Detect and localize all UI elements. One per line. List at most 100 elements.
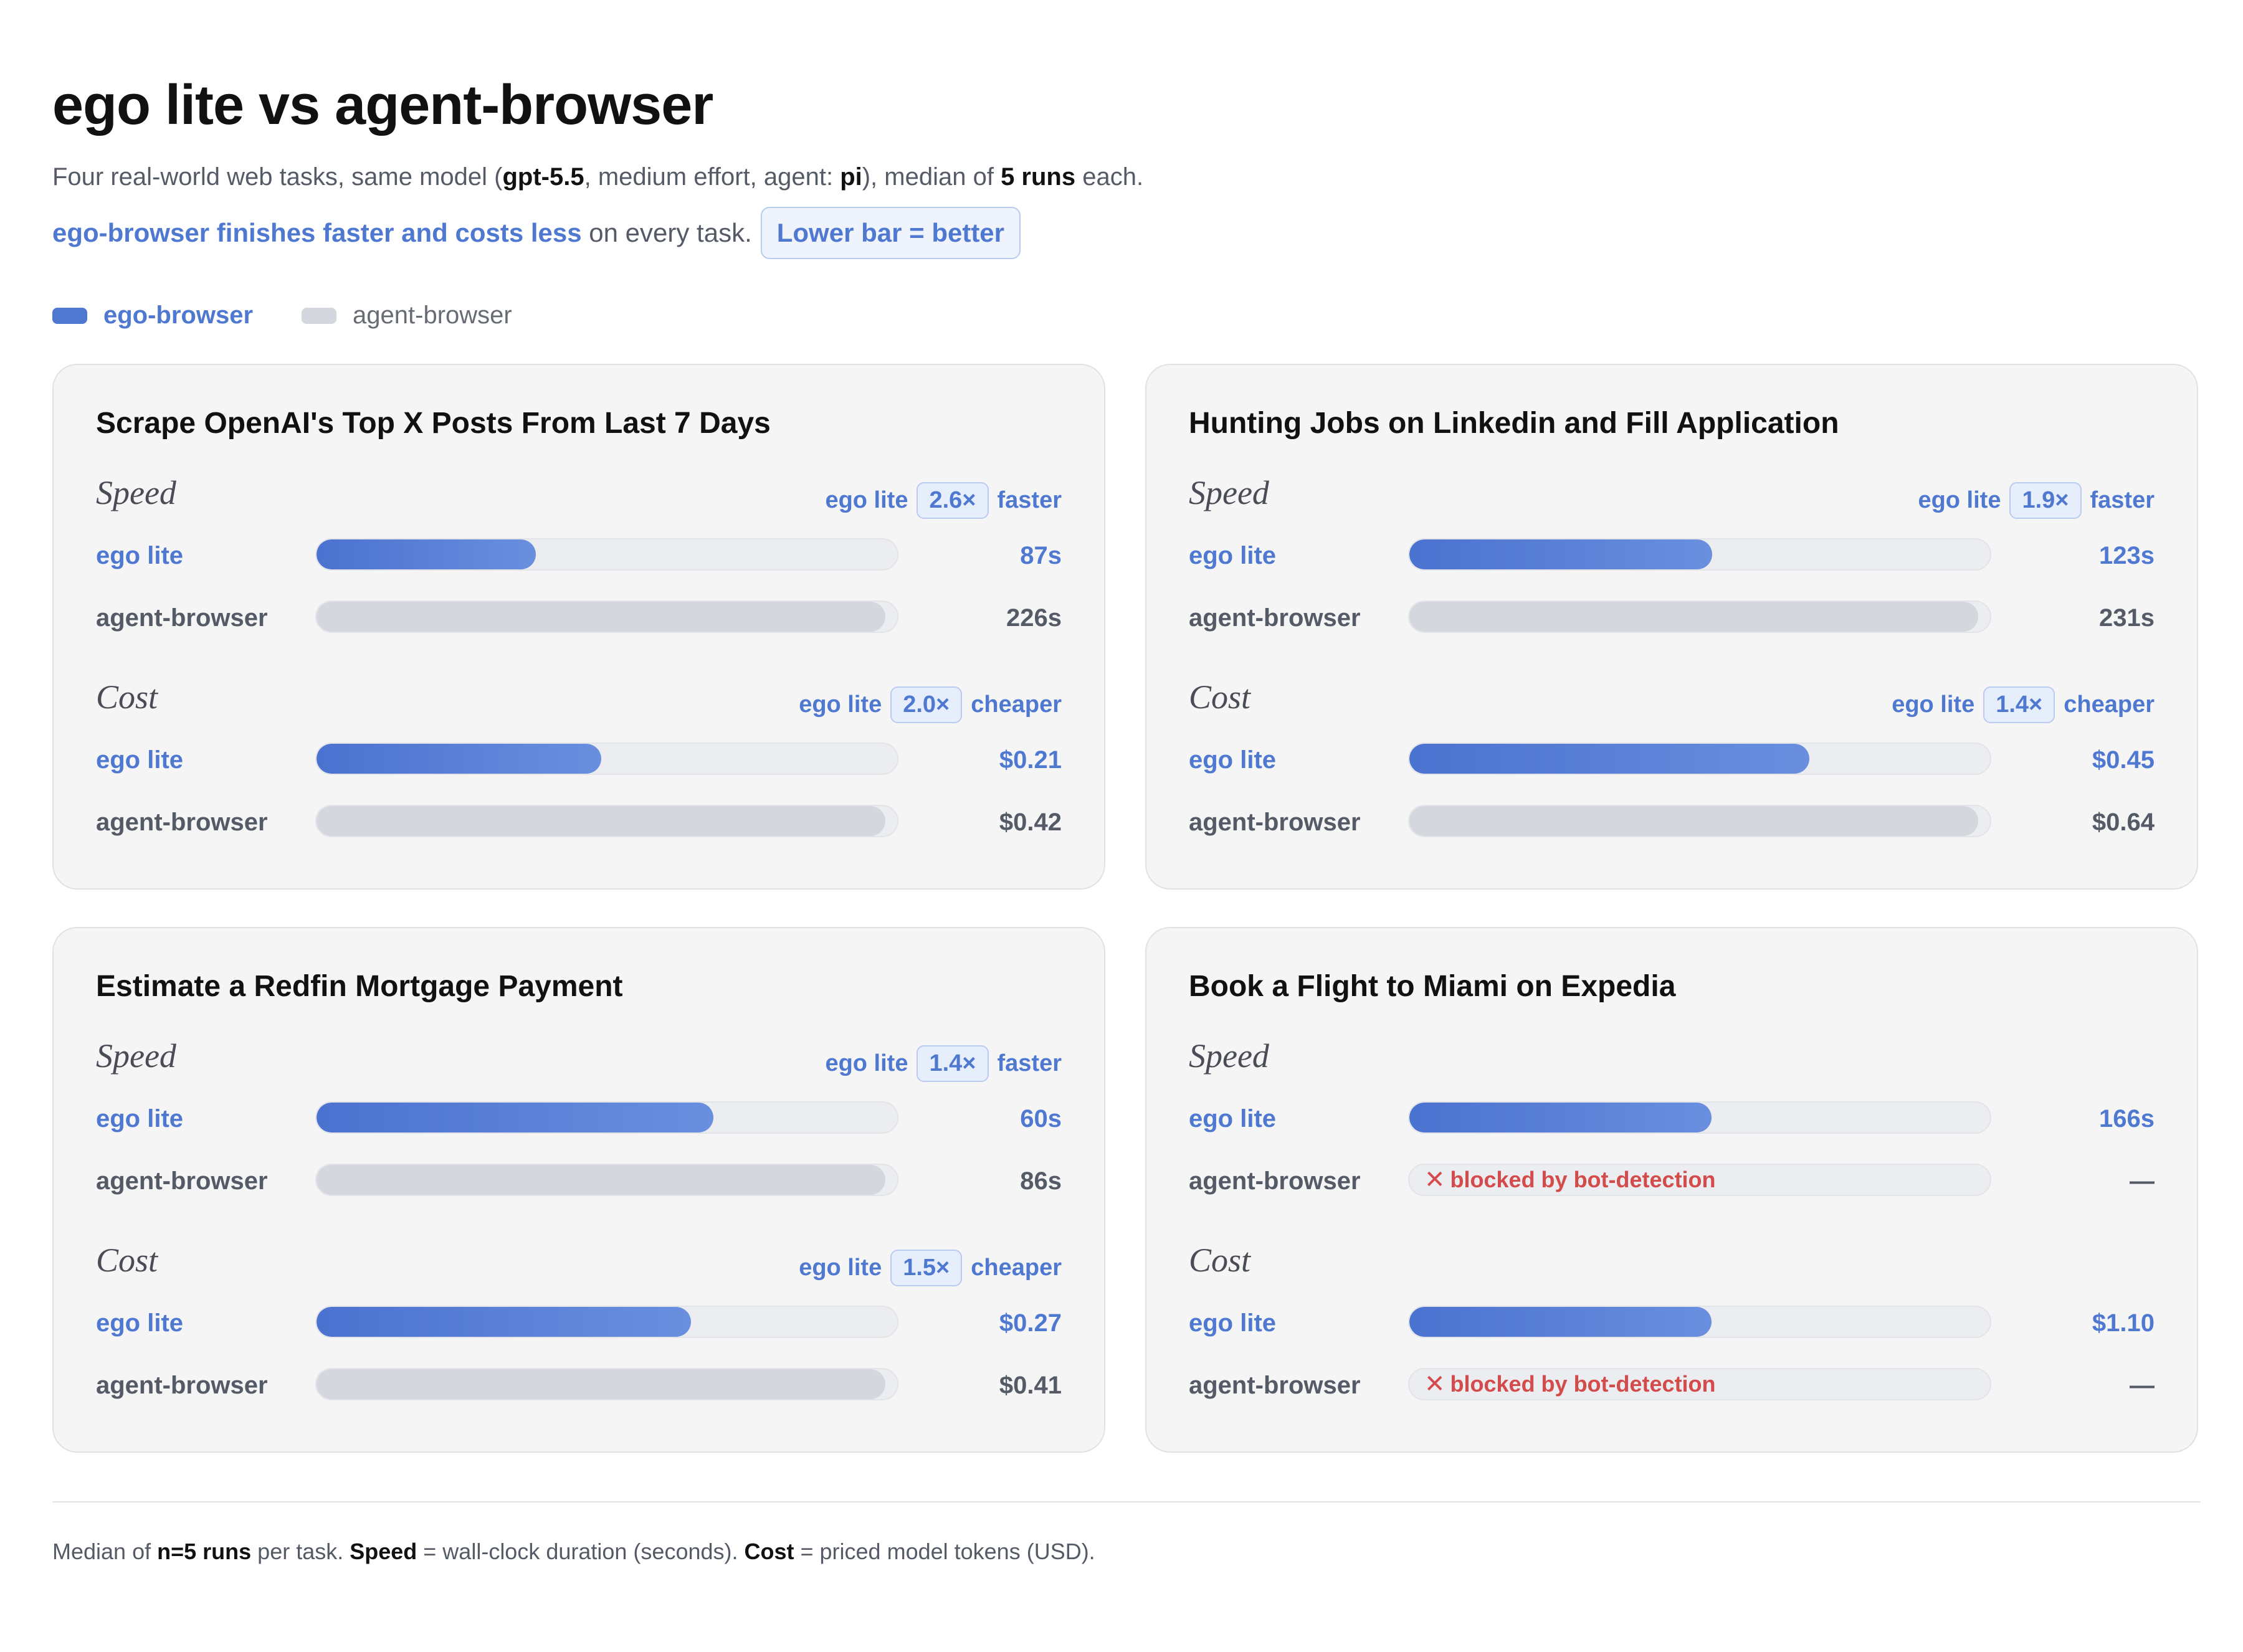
speed-track-ego bbox=[1408, 1101, 1991, 1134]
subtitle: Four real-world web tasks, same model (g… bbox=[52, 163, 1144, 191]
cost-ratio: ego lite 2.0× cheaper bbox=[799, 686, 1062, 723]
cost-track-agent bbox=[1408, 805, 1991, 837]
speed-section-label: Speed bbox=[1189, 1037, 1269, 1075]
ratio-multiplier: 2.0× bbox=[890, 686, 963, 723]
claim-line: ego-browser finishes faster and costs le… bbox=[52, 207, 1021, 259]
ratio-word: cheaper bbox=[971, 691, 1062, 718]
agent-row-label: agent-browser bbox=[1189, 1167, 1361, 1195]
speed-bar-ego bbox=[317, 1103, 713, 1132]
legend-item-ego: ego-browser bbox=[52, 301, 253, 330]
speed-section-label: Speed bbox=[96, 474, 176, 511]
speed-bar-ego bbox=[1409, 1103, 1712, 1132]
ego-row-label: ego lite bbox=[1189, 1105, 1277, 1132]
cost-track-agent bbox=[315, 805, 898, 837]
blocked-text: blocked by bot-detection bbox=[1450, 1167, 1716, 1192]
cost-bar-ego bbox=[1409, 744, 1809, 774]
page-title: ego lite vs agent-browser bbox=[52, 74, 713, 136]
blocked-x-icon: ✕ bbox=[1424, 1370, 1445, 1398]
speed-track-agent: ✕ blocked by bot-detection bbox=[1408, 1164, 1991, 1196]
lower-is-better-badge: Lower bar = better bbox=[760, 207, 1021, 259]
ratio-multiplier: 1.4× bbox=[917, 1045, 989, 1082]
ratio-multiplier: 2.6× bbox=[917, 482, 989, 519]
legend-label-agent: agent-browser bbox=[353, 301, 512, 329]
ego-row-label: ego lite bbox=[96, 1309, 184, 1337]
cost-bar-ego bbox=[1409, 1307, 1712, 1337]
ego-row-label: ego lite bbox=[96, 1105, 184, 1132]
cost-value-agent: $0.42 bbox=[999, 809, 1062, 836]
cost-bar-agent bbox=[1409, 806, 1978, 836]
speed-section-label: Speed bbox=[1189, 474, 1269, 511]
ratio-multiplier: 1.4× bbox=[1983, 686, 2055, 723]
ratio-prefix: ego lite bbox=[825, 487, 908, 513]
cost-value-agent: $0.41 bbox=[999, 1372, 1062, 1399]
speed-bar-agent bbox=[1409, 602, 1978, 632]
cost-bar-ego bbox=[317, 1307, 691, 1337]
ratio-word: faster bbox=[2090, 487, 2155, 513]
legend-label-ego: ego-browser bbox=[103, 301, 254, 329]
speed-value-ego: 166s bbox=[2099, 1105, 2155, 1132]
cost-track-ego bbox=[1408, 743, 1991, 775]
model-name: gpt-5.5 bbox=[502, 163, 584, 191]
ratio-prefix: ego lite bbox=[1918, 487, 2001, 513]
ratio-multiplier: 1.9× bbox=[2009, 482, 2082, 519]
footnote: Median of n=5 runs per task. Speed = wal… bbox=[52, 1539, 1095, 1564]
claim-highlight: ego-browser finishes faster and costs le… bbox=[52, 218, 582, 247]
ratio-prefix: ego lite bbox=[799, 691, 882, 718]
speed-track-ego bbox=[315, 538, 898, 571]
cost-track-agent bbox=[315, 1368, 898, 1400]
ratio-word: faster bbox=[997, 1050, 1062, 1076]
card-title: Scrape OpenAI's Top X Posts From Last 7 … bbox=[96, 407, 771, 440]
speed-track-ego bbox=[1408, 538, 1991, 571]
cost-value-ego: $1.10 bbox=[2092, 1309, 2155, 1337]
ratio-prefix: ego lite bbox=[799, 1255, 882, 1281]
claim-rest: on every task. bbox=[581, 218, 752, 247]
speed-ratio: ego lite 2.6× faster bbox=[825, 482, 1062, 519]
cost-track-ego bbox=[1408, 1306, 1991, 1338]
legend-swatch-agent bbox=[302, 307, 337, 324]
blocked-text: blocked by bot-detection bbox=[1450, 1371, 1716, 1397]
task-card: Scrape OpenAI's Top X Posts From Last 7 … bbox=[52, 364, 1105, 890]
cost-bar-agent bbox=[317, 1369, 885, 1399]
ego-row-label: ego lite bbox=[96, 542, 184, 569]
card-title: Book a Flight to Miami on Expedia bbox=[1189, 970, 1676, 1003]
legend-swatch-ego bbox=[52, 307, 87, 324]
speed-value-ego: 87s bbox=[1020, 542, 1062, 569]
ratio-prefix: ego lite bbox=[1892, 691, 1975, 718]
blocked-x-icon: ✕ bbox=[1424, 1166, 1445, 1194]
cost-track-ego bbox=[315, 1306, 898, 1338]
agent-row-label: agent-browser bbox=[1189, 809, 1361, 836]
agent-row-label: agent-browser bbox=[96, 1167, 268, 1195]
cost-value-ego: $0.27 bbox=[999, 1309, 1062, 1337]
speed-bar-ego bbox=[317, 539, 536, 569]
speed-track-agent bbox=[1408, 601, 1991, 633]
task-card: Book a Flight to Miami on Expedia Speed eg… bbox=[1145, 927, 2198, 1453]
footer-divider bbox=[52, 1501, 2201, 1502]
agent-row-label: agent-browser bbox=[96, 1372, 268, 1399]
ratio-word: cheaper bbox=[2064, 691, 2155, 718]
speed-bar-agent bbox=[317, 602, 885, 632]
ratio-multiplier: 1.5× bbox=[890, 1250, 963, 1286]
cost-section-label: Cost bbox=[1189, 678, 1251, 716]
agent-row-label: agent-browser bbox=[1189, 604, 1361, 632]
blocked-notice: ✕ blocked by bot-detection bbox=[1424, 1369, 1716, 1399]
cost-bar-ego bbox=[317, 744, 601, 774]
cost-value-ego: $0.21 bbox=[999, 746, 1062, 774]
speed-value-ego: 123s bbox=[2099, 542, 2155, 569]
legend-item-agent: agent-browser bbox=[302, 301, 512, 330]
ego-row-label: ego lite bbox=[1189, 746, 1277, 774]
cost-value-agent: $0.64 bbox=[2092, 809, 2155, 836]
agent-name: pi bbox=[840, 163, 862, 191]
ratio-word: cheaper bbox=[971, 1255, 1062, 1281]
agent-row-label: agent-browser bbox=[1189, 1372, 1361, 1399]
legend: ego-browser agent-browser bbox=[52, 301, 561, 330]
cost-section-label: Cost bbox=[96, 678, 158, 716]
speed-value-agent: — bbox=[2130, 1167, 2155, 1195]
speed-value-agent: 231s bbox=[2099, 604, 2155, 632]
cost-value-ego: $0.45 bbox=[2092, 746, 2155, 774]
speed-bar-agent bbox=[317, 1165, 885, 1195]
cost-section-label: Cost bbox=[1189, 1241, 1251, 1279]
task-card: Estimate a Redfin Mortgage Payment Speed e… bbox=[52, 927, 1105, 1453]
cost-ratio: ego lite 1.5× cheaper bbox=[799, 1250, 1062, 1286]
speed-bar-ego bbox=[1409, 539, 1712, 569]
speed-ratio: ego lite 1.9× faster bbox=[1918, 482, 2155, 519]
